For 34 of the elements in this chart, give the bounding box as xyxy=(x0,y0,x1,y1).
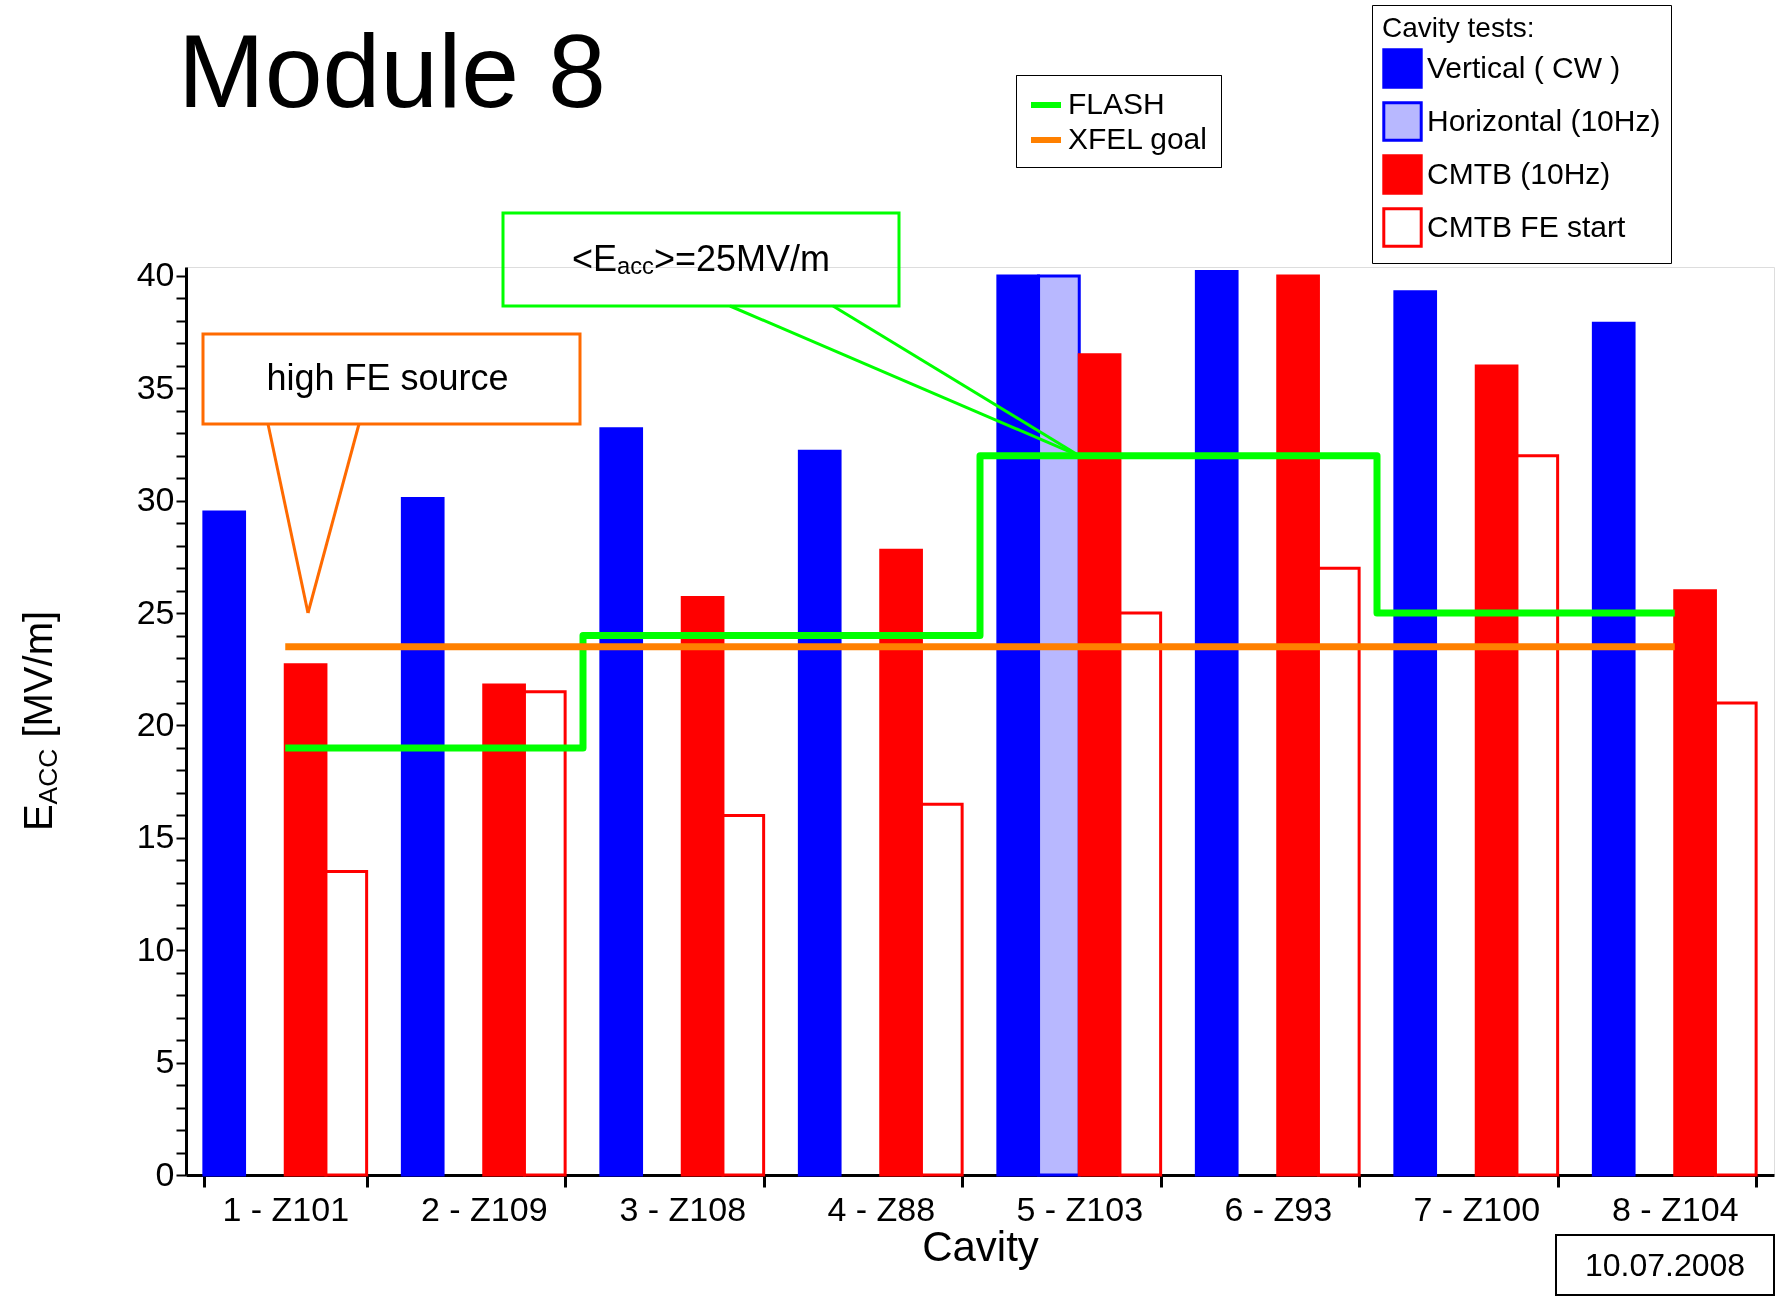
text: 10.07.2008 xyxy=(1584,1247,1746,1283)
annotation: high FE source xyxy=(266,357,509,398)
y-axis-title: EACC [MV/m] xyxy=(16,610,63,832)
x-tick-label: 2 - Z109 xyxy=(420,1189,548,1228)
y-tick-label: 30 xyxy=(136,480,175,519)
bar xyxy=(202,510,247,1177)
legend-label: CMTB (10Hz) xyxy=(1427,156,1611,190)
y-tick-label: 40 xyxy=(136,255,175,294)
x-tick-label: 3 - Z108 xyxy=(619,1189,747,1228)
legend-label: Vertical ( CW ) xyxy=(1427,50,1621,84)
legend-title: Cavity tests: xyxy=(1382,12,1535,43)
x-tick-label: 7 - Z100 xyxy=(1413,1189,1541,1228)
y-tick-label: 0 xyxy=(155,1154,175,1193)
bar xyxy=(400,497,445,1177)
x-tick-label: 1 - Z101 xyxy=(222,1189,350,1228)
legend-label: FLASH xyxy=(1068,87,1165,120)
y-tick-label: 10 xyxy=(136,929,175,968)
y-tick-label: 35 xyxy=(136,367,175,406)
legend-label: XFEL goal xyxy=(1068,122,1207,155)
bar xyxy=(1591,321,1636,1177)
bar xyxy=(599,427,644,1177)
legend-label: Horizontal (10Hz) xyxy=(1427,103,1661,137)
legend-label: CMTB FE start xyxy=(1427,209,1626,243)
bar xyxy=(1393,290,1438,1177)
y-tick-label: 5 xyxy=(155,1042,175,1081)
x-tick-label: 6 - Z93 xyxy=(1224,1189,1333,1228)
chart-title: Module 8 xyxy=(178,13,606,129)
y-tick-label: 15 xyxy=(136,817,175,856)
y-tick-label: 25 xyxy=(136,592,175,631)
bar xyxy=(1194,270,1239,1177)
bar xyxy=(797,449,842,1177)
annotation: <Eacc>=25MV/m xyxy=(571,237,831,280)
x-tick-label: 8 - Z104 xyxy=(1611,1189,1739,1228)
y-tick-label: 20 xyxy=(136,705,175,743)
